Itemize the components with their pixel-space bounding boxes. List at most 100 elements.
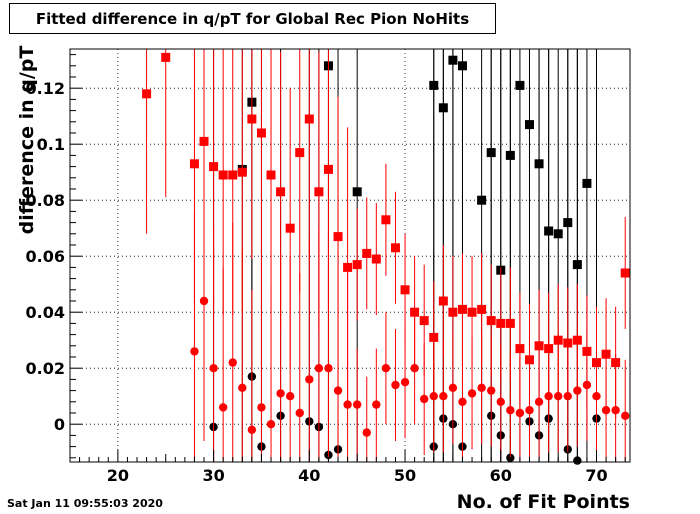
data-point-circle [592,392,601,401]
data-point-circle [372,400,381,409]
data-point-circle [582,380,592,390]
data-point-circle [429,392,438,401]
data-point-square [390,243,400,253]
data-point-square [438,296,448,306]
y-tick-label: 0 [54,415,65,434]
data-point-square [304,114,314,124]
data-point-square [467,307,477,317]
data-point-circle [190,347,199,356]
data-point-circle [314,364,324,373]
data-point-circle [477,383,486,392]
data-point-square [209,162,219,172]
timestamp: Sat Jan 11 09:55:03 2020 [7,497,163,510]
data-point-circle [285,392,295,401]
data-point-circle [448,383,458,392]
y-tick-label: 0.12 [26,79,65,98]
data-point-square [457,304,467,314]
data-point-circle [419,394,429,404]
data-point-square [429,332,439,342]
data-point-square [218,170,228,180]
data-point-circle [352,400,362,409]
data-point-square [189,159,199,169]
y-axis-label: difference in q/pT [16,45,38,235]
data-point-square [314,187,324,197]
data-point-circle [439,392,448,401]
data-point-square [419,316,429,326]
data-point-square [362,248,372,258]
data-point-circle [515,408,525,418]
data-point-square [352,260,362,270]
data-point-circle [209,364,218,373]
x-tick-label: 60 [490,466,512,485]
data-point-square [496,318,506,328]
data-point-circle [199,296,209,306]
data-point-square [515,344,525,354]
data-point-circle [554,392,563,401]
data-point-square [323,164,333,174]
data-point-square [266,170,276,180]
data-point-circle [391,380,400,390]
data-point-square [505,318,515,328]
chart-title: Fitted difference in q/pT for Global Rec… [35,10,470,28]
data-point-circle [228,358,237,367]
data-point-square [352,187,362,197]
data-point-circle [496,397,505,406]
data-point-circle [343,400,352,409]
data-point-square [285,223,295,233]
y-tick-label: 0.02 [26,359,65,378]
data-point-circle [458,397,467,406]
data-point-circle [410,364,419,373]
data-point-square [477,304,487,314]
data-point-circle [400,378,410,387]
data-point-square [448,307,458,317]
data-point-square [400,285,410,295]
x-tick-label: 50 [394,466,416,485]
y-tick-label: 0.1 [37,135,65,154]
y-tick-label: 0.04 [26,303,65,322]
data-point-circle [621,411,630,420]
data-point-square [256,128,266,138]
data-point-circle [601,406,611,415]
y-tick-label: 0.06 [26,247,65,266]
data-point-circle [381,364,391,373]
data-point-square [295,148,305,158]
data-point-square [486,316,496,326]
x-tick-label: 20 [107,466,129,485]
data-point-circle [295,408,304,418]
data-point-circle [544,392,553,401]
data-point-circle [486,386,496,395]
plot-frame [69,48,631,463]
data-point-square [620,268,630,278]
data-point-square [276,187,286,197]
data-point-square [161,52,171,62]
data-point-circle [333,386,343,395]
title-box: Fitted difference in q/pT for Global Rec… [9,3,496,34]
y-tick-label: 0.08 [26,191,65,210]
data-point-circle [467,389,477,398]
data-point-square [142,89,152,99]
data-point-circle [611,406,620,415]
data-point-circle [563,392,572,401]
data-point-circle [238,383,247,392]
x-tick-label: 70 [585,466,607,485]
x-tick-label: 30 [202,466,224,485]
data-point-circle [573,386,582,395]
data-point-circle [266,420,276,429]
data-point-square [228,170,238,180]
data-point-square [247,114,257,124]
data-point-circle [324,364,333,373]
data-point-circle [506,406,515,415]
data-point-circle [218,403,228,412]
data-point-circle [525,406,534,415]
data-point-circle [305,375,314,384]
data-point-square [333,232,343,242]
data-point-square [381,215,391,225]
data-point-square [582,178,592,188]
data-point-square [237,167,247,177]
data-point-circle [362,428,371,437]
data-point-square [515,80,525,90]
data-point-circle [257,403,266,412]
data-point-square [199,136,209,146]
x-axis-label: No. of Fit Points [456,491,630,513]
